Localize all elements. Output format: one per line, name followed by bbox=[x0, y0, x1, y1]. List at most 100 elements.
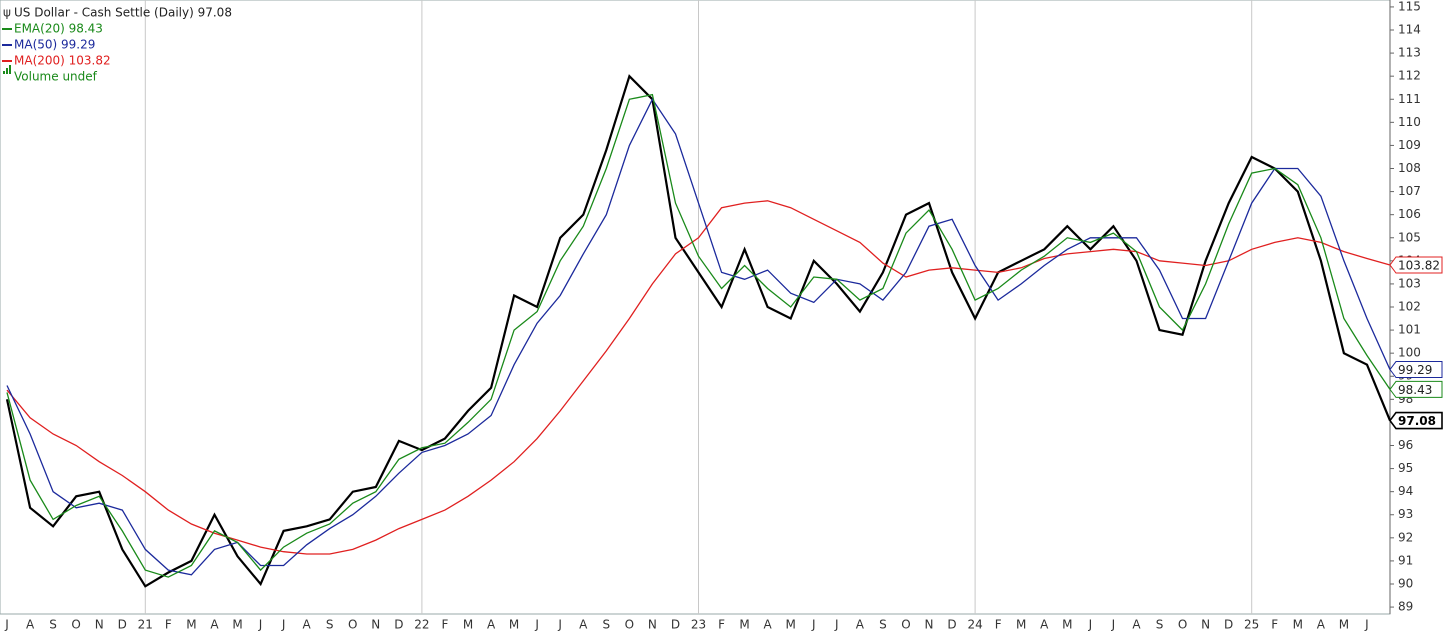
y-tick-label: 94 bbox=[1398, 484, 1413, 498]
x-tick-label: M bbox=[509, 618, 519, 632]
x-tick-label: 22 bbox=[414, 618, 429, 632]
x-tick-label: J bbox=[281, 618, 286, 632]
y-tick-label: 91 bbox=[1398, 553, 1413, 567]
legend-icon bbox=[3, 71, 5, 74]
legend-entry: Volume undef bbox=[14, 70, 98, 84]
x-tick-label: F bbox=[995, 618, 1002, 632]
x-tick-label: A bbox=[764, 618, 773, 632]
y-tick-label: 90 bbox=[1398, 576, 1413, 590]
value-tag-label: 98.43 bbox=[1398, 383, 1432, 397]
x-tick-label: S bbox=[1156, 618, 1164, 632]
plot-frame bbox=[0, 0, 1391, 615]
x-tick-label: S bbox=[879, 618, 887, 632]
legend-icon bbox=[9, 65, 11, 74]
y-tick-label: 101 bbox=[1398, 323, 1421, 337]
x-tick-label: M bbox=[786, 618, 796, 632]
x-tick-label: F bbox=[1271, 618, 1278, 632]
x-tick-label: A bbox=[26, 618, 35, 632]
x-tick-label: A bbox=[487, 618, 496, 632]
x-tick-label: F bbox=[165, 618, 172, 632]
x-tick-label: N bbox=[925, 618, 934, 632]
y-tick-label: 100 bbox=[1398, 346, 1421, 360]
value-tag-label: 99.29 bbox=[1398, 363, 1432, 377]
x-tick-label: J bbox=[1111, 618, 1116, 632]
y-tick-label: 89 bbox=[1398, 600, 1413, 614]
legend-icon bbox=[6, 68, 8, 74]
x-tick-label: A bbox=[1040, 618, 1049, 632]
legend-entry: EMA(20) 98.43 bbox=[14, 22, 103, 36]
x-tick-label: M bbox=[1062, 618, 1072, 632]
x-tick-label: 25 bbox=[1244, 618, 1259, 632]
y-tick-label: 106 bbox=[1398, 207, 1421, 221]
x-tick-label: O bbox=[71, 618, 80, 632]
x-tick-label: D bbox=[947, 618, 956, 632]
legend-entry: MA(200) 103.82 bbox=[14, 54, 111, 68]
y-tick-label: 92 bbox=[1398, 530, 1413, 544]
x-tick-label: D bbox=[1224, 618, 1233, 632]
average-line bbox=[6, 200, 1391, 555]
x-tick-label: A bbox=[579, 618, 588, 632]
y-tick-label: 102 bbox=[1398, 300, 1421, 314]
x-tick-label: J bbox=[557, 618, 562, 632]
x-tick-label: S bbox=[326, 618, 334, 632]
x-tick-label: D bbox=[394, 618, 403, 632]
x-tick-label: M bbox=[1016, 618, 1026, 632]
y-tick-label: 93 bbox=[1398, 507, 1413, 521]
x-tick-label: N bbox=[648, 618, 657, 632]
price-line bbox=[5, 74, 1392, 588]
x-tick-label: N bbox=[371, 618, 380, 632]
value-tag bbox=[1389, 380, 1443, 398]
x-tick-label: M bbox=[739, 618, 749, 632]
x-tick-label: J bbox=[834, 618, 839, 632]
y-tick-label: 95 bbox=[1398, 461, 1413, 475]
average-line bbox=[6, 93, 1391, 578]
y-tick-label: 96 bbox=[1398, 438, 1413, 452]
y-tick-label: 113 bbox=[1398, 46, 1421, 60]
x-tick-label: J bbox=[811, 618, 816, 632]
x-tick-label: F bbox=[441, 618, 448, 632]
x-tick-label: O bbox=[348, 618, 357, 632]
x-tick-label: J bbox=[1364, 618, 1369, 632]
x-tick-label: 24 bbox=[967, 618, 982, 632]
legend-entry: MA(50) 99.29 bbox=[14, 38, 95, 52]
x-tick-label: J bbox=[1088, 618, 1093, 632]
value-tag bbox=[1389, 361, 1443, 379]
y-tick-label: 109 bbox=[1398, 138, 1421, 152]
x-tick-label: 21 bbox=[138, 618, 153, 632]
x-tick-label: A bbox=[210, 618, 219, 632]
value-tag bbox=[1389, 256, 1443, 274]
x-tick-label: O bbox=[1178, 618, 1187, 632]
legend-entry: US Dollar - Cash Settle (Daily) 97.08 bbox=[14, 6, 232, 20]
x-tick-label: M bbox=[186, 618, 196, 632]
x-tick-label: D bbox=[671, 618, 680, 632]
x-tick-label: A bbox=[303, 618, 312, 632]
y-tick-label: 115 bbox=[1398, 0, 1421, 13]
x-tick-label: O bbox=[901, 618, 910, 632]
x-tick-label: J bbox=[534, 618, 539, 632]
x-tick-label: M bbox=[463, 618, 473, 632]
x-tick-label: J bbox=[258, 618, 263, 632]
x-tick-label: O bbox=[625, 618, 634, 632]
x-tick-label: M bbox=[1293, 618, 1303, 632]
y-tick-label: 111 bbox=[1398, 92, 1421, 106]
y-tick-label: 110 bbox=[1398, 115, 1421, 129]
x-tick-label: F bbox=[718, 618, 725, 632]
x-tick-label: S bbox=[602, 618, 610, 632]
value-tag bbox=[1389, 411, 1443, 430]
x-tick-label: N bbox=[95, 618, 104, 632]
x-tick-label: S bbox=[49, 618, 57, 632]
y-tick-label: 103 bbox=[1398, 276, 1421, 290]
y-tick-label: 107 bbox=[1398, 184, 1421, 198]
x-tick-label: N bbox=[1201, 618, 1210, 632]
x-tick-label: 23 bbox=[691, 618, 706, 632]
y-tick-label: 112 bbox=[1398, 69, 1421, 83]
x-tick-label: J bbox=[4, 618, 9, 632]
value-tag-label: 97.08 bbox=[1398, 414, 1436, 428]
value-tag-label: 103.82 bbox=[1398, 258, 1440, 272]
x-tick-label: M bbox=[1339, 618, 1349, 632]
x-tick-label: D bbox=[118, 618, 127, 632]
y-tick-label: 105 bbox=[1398, 230, 1421, 244]
x-tick-label: A bbox=[1132, 618, 1141, 632]
x-tick-label: M bbox=[232, 618, 242, 632]
